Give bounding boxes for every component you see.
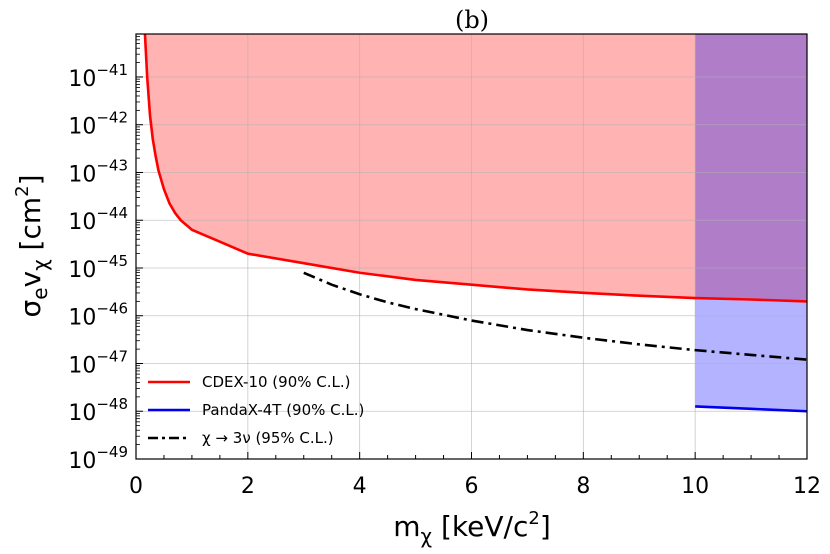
y-tick-label: 10−47 bbox=[68, 347, 128, 378]
series-line bbox=[303, 271, 808, 361]
series-lines bbox=[143, 33, 808, 413]
y-tick-label: 10−41 bbox=[68, 61, 128, 92]
legend-label: CDEX-10 (90% C.L.) bbox=[202, 373, 350, 391]
x-tick-label: 10 bbox=[681, 474, 709, 499]
y-axis-label: σevχ [cm2] bbox=[12, 174, 52, 317]
x-tick-label: 12 bbox=[793, 474, 821, 499]
x-axis-label: mχ [keV/c2] bbox=[393, 508, 551, 548]
y-tick-label: 10−43 bbox=[68, 156, 128, 187]
x-tick-label: 8 bbox=[576, 474, 590, 499]
y-tick-label: 10−45 bbox=[68, 252, 128, 283]
series-line bbox=[143, 33, 808, 303]
legend: CDEX-10 (90% C.L.) PandaX-4T (90% C.L.) χ … bbox=[148, 373, 364, 447]
x-tick-label: 2 bbox=[241, 474, 255, 499]
y-tick-label: 10−42 bbox=[68, 109, 128, 140]
legend-label: χ → 3ν (95% C.L.) bbox=[202, 429, 334, 447]
x-tick-label: 4 bbox=[353, 474, 367, 499]
legend-label: PandaX-4T (90% C.L.) bbox=[202, 401, 364, 419]
y-tick-label: 10−46 bbox=[68, 300, 128, 331]
x-tick-label: 6 bbox=[465, 474, 479, 499]
series-line bbox=[695, 405, 808, 413]
chart-title: (b) bbox=[455, 6, 489, 34]
y-tick-label: 10−48 bbox=[68, 395, 128, 426]
axis-ticks bbox=[135, 36, 808, 460]
cdex-exclusion-region bbox=[144, 34, 808, 302]
x-tick-labels: 0 2 4 6 8 10 12 bbox=[129, 474, 821, 499]
y-tick-label: 10−49 bbox=[68, 443, 128, 474]
y-tick-label: 10−44 bbox=[68, 204, 128, 235]
overlap-region bbox=[695, 34, 807, 302]
exclusion-regions bbox=[144, 34, 808, 412]
y-tick-labels: 10−41 10−42 10−43 10−44 10−45 10−46 10−47 10−48… bbox=[68, 61, 128, 474]
x-tick-label: 0 bbox=[129, 474, 143, 499]
